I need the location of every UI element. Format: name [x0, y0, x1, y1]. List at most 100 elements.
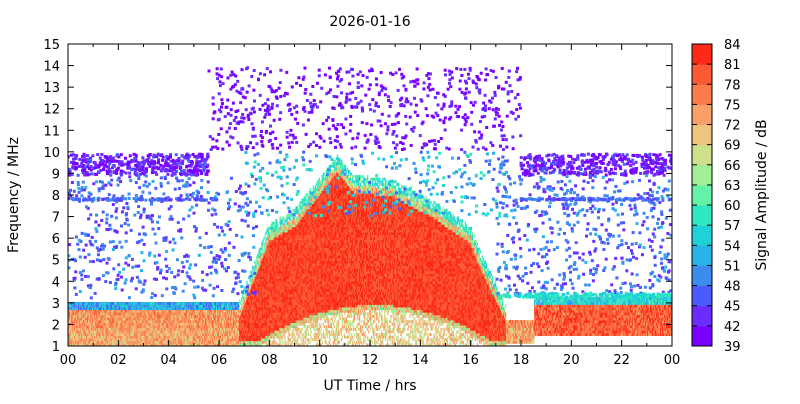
spectrogram-cell — [110, 307, 112, 311]
spectrogram-cell — [169, 314, 171, 318]
spectrogram-cell — [85, 301, 87, 305]
spectrogram-cell — [195, 338, 198, 342]
spectrogram-cell — [166, 312, 168, 316]
spectrogram-cell — [111, 304, 113, 308]
spectrogram-cell — [139, 322, 141, 326]
spectrogram-cell — [158, 314, 160, 318]
spectrogram-cell — [280, 224, 282, 228]
spectrogram-cell — [132, 322, 134, 326]
spectrogram-cell — [114, 327, 116, 331]
spectrogram-cell — [101, 327, 103, 331]
spectrogram-cell — [123, 327, 125, 331]
spectrogram-cell — [99, 317, 101, 321]
spectrogram-cell — [93, 317, 95, 321]
spectrogram-cell — [79, 322, 81, 326]
spectrogram-cell — [177, 340, 180, 344]
spectrogram-cell — [138, 325, 140, 329]
spectrogram-cell — [91, 320, 93, 323]
spectrogram-cell — [108, 340, 110, 344]
spectrogram-cell — [106, 325, 108, 329]
spectrogram-cell — [105, 335, 107, 339]
spectrogram-cell — [96, 314, 98, 318]
spectrogram-cell — [112, 335, 114, 339]
spectrogram-cell — [179, 335, 182, 339]
spectrogram-cell — [90, 338, 92, 342]
spectrogram-cell — [139, 330, 141, 334]
spectrogram-cell — [187, 309, 190, 313]
spectrogram-cell — [159, 301, 161, 305]
spectrogram-cell — [149, 330, 151, 334]
spectrogram-cell — [166, 335, 168, 339]
spectrogram-cell — [94, 304, 96, 308]
spectrogram-cell — [175, 335, 178, 339]
spectrogram-cell — [89, 317, 91, 321]
spectrogram-cell — [90, 301, 92, 305]
spectrogram-cell — [141, 327, 143, 331]
spectrogram-cell — [75, 335, 77, 339]
spectrogram-cell — [102, 304, 104, 308]
spectrogram-cell — [120, 317, 122, 321]
spectrogram-cell — [116, 338, 118, 342]
spectrogram-cell — [176, 307, 179, 311]
spectrogram-cell — [117, 301, 119, 305]
spectrogram-cell — [131, 314, 133, 318]
spectrogram-cell — [120, 309, 122, 313]
spectrogram-cell — [114, 320, 116, 323]
spectrogram-cell — [96, 320, 98, 323]
spectrogram-cell — [197, 333, 200, 336]
spectrogram-cell — [102, 301, 104, 305]
spectrogram-cell — [162, 312, 164, 316]
spectrogram-cell — [167, 312, 169, 316]
spectrogram-cell — [75, 338, 77, 342]
spectrogram-cell — [78, 322, 80, 326]
spectrogram-cell — [199, 340, 202, 344]
spectrogram-cell — [154, 335, 156, 339]
spectrogram-cell — [71, 343, 73, 346]
spectrogram-cell — [146, 307, 148, 311]
spectrogram-cell — [80, 317, 82, 321]
spectrogram-cell — [90, 343, 92, 346]
spectrogram-cell — [177, 327, 180, 331]
spectrogram-cell — [101, 335, 103, 339]
spectrogram-cell — [151, 307, 153, 311]
spectrogram-cell — [185, 340, 188, 344]
spectrogram-cell — [157, 301, 159, 305]
spectrogram-cell — [89, 314, 91, 318]
spectrogram-cell — [155, 335, 157, 339]
spectrogram-cell — [160, 325, 162, 329]
spectrogram-cell — [132, 325, 134, 329]
spectrogram-cell — [160, 343, 162, 346]
spectrogram-cell — [200, 307, 203, 311]
spectrogram-cell — [84, 307, 86, 311]
spectrogram-cell — [101, 343, 103, 346]
spectrogram-cell — [183, 343, 186, 346]
spectrogram-cell — [182, 317, 185, 321]
spectrogram-cell — [88, 340, 90, 344]
spectrogram-cell — [158, 333, 160, 336]
spectrogram-cell — [182, 309, 185, 313]
spectrogram-cell — [90, 325, 92, 329]
spectrogram-cell — [170, 327, 172, 331]
spectrogram-cell — [198, 335, 201, 339]
spectrogram-cell — [132, 338, 134, 342]
spectrogram-cell — [124, 335, 126, 339]
spectrogram-cell — [118, 320, 120, 323]
spectrogram-cell — [142, 335, 144, 339]
spectrogram-cell — [124, 333, 126, 336]
spectrogram-cell — [114, 301, 116, 305]
spectrogram-cell — [102, 312, 104, 316]
spectrogram-cell — [120, 330, 122, 334]
spectrogram-cell — [96, 335, 98, 339]
spectrogram-cell — [84, 333, 86, 336]
spectrogram-cell — [138, 327, 140, 331]
spectrogram-cell — [117, 322, 119, 326]
spectrogram-cell — [187, 327, 190, 331]
spectrogram-cell — [94, 330, 96, 334]
spectrogram-cell — [129, 317, 131, 321]
spectrogram-cell — [68, 325, 70, 329]
spectrogram-cell — [160, 320, 162, 323]
spectrogram-cell — [163, 322, 165, 326]
spectrogram-cell — [239, 299, 241, 303]
spectrogram-cell — [148, 343, 150, 346]
spectrogram-cell — [143, 330, 145, 334]
